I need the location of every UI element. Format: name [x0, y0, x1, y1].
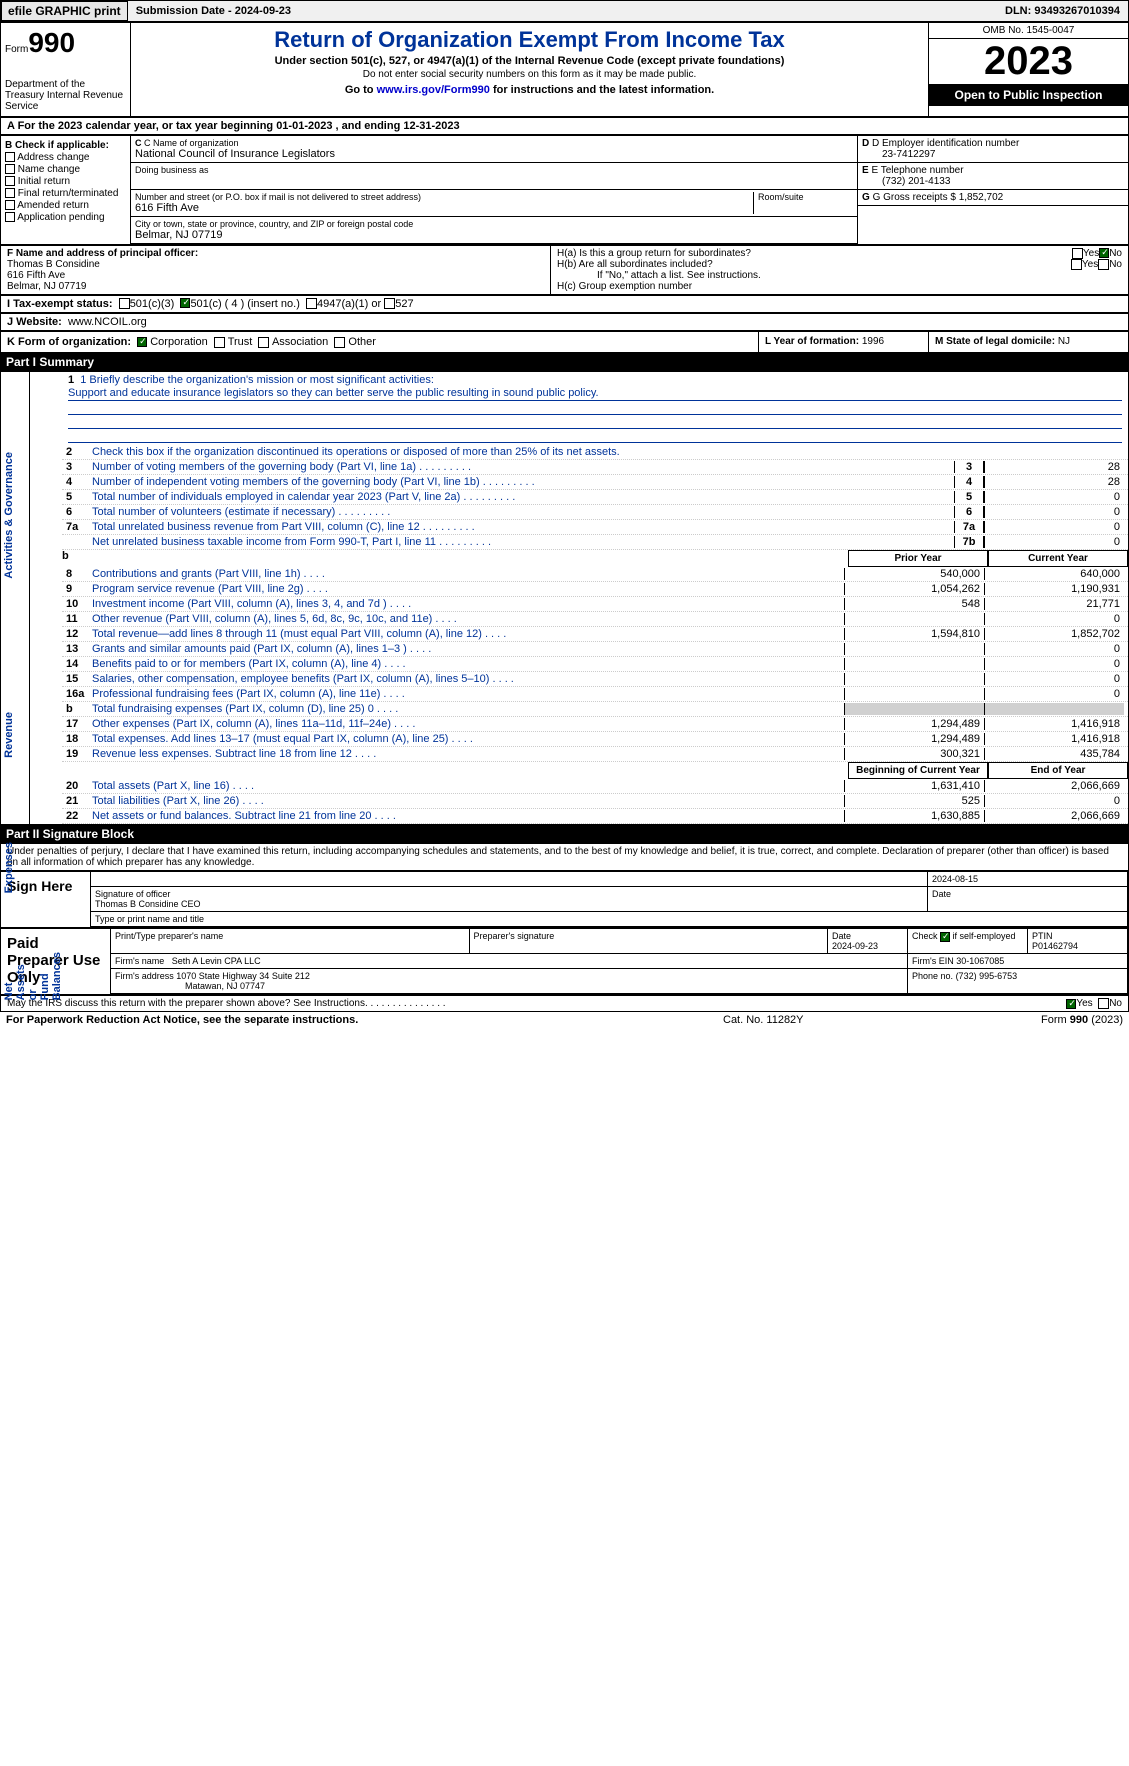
dln: DLN: 93493267010394: [997, 5, 1128, 17]
topbar: efile GRAPHIC print Submission Date - 20…: [0, 0, 1129, 22]
firm-phone: (732) 995-6753: [956, 971, 1018, 981]
preparer-block: Paid Preparer Use Only Print/Type prepar…: [0, 928, 1129, 995]
declaration: Under penalties of perjury, I declare th…: [0, 843, 1129, 871]
part-i-header: Part I Summary: [0, 353, 1129, 371]
officer-name: Thomas B Considine: [7, 259, 544, 270]
street-address: 616 Fifth Ave: [135, 202, 753, 214]
name-label: C C Name of organization: [135, 138, 853, 148]
submission-date: Submission Date - 2024-09-23: [128, 5, 299, 17]
summary-line: 20Total assets (Part X, line 16) . . . .…: [62, 779, 1128, 794]
summary-line: 5Total number of individuals employed in…: [62, 490, 1128, 505]
officer-signature: Thomas B Considine CEO: [95, 899, 201, 909]
ein: 23-7412297: [862, 149, 1124, 160]
form-number: 990: [28, 27, 75, 58]
dba-label: Doing business as: [135, 165, 853, 175]
checkbox-line: Application pending: [5, 212, 126, 223]
checkbox-line: Amended return: [5, 200, 126, 211]
city-state-zip: Belmar, NJ 07719: [135, 229, 853, 241]
summary-line: 18Total expenses. Add lines 13–17 (must …: [62, 732, 1128, 747]
gross-receipts: 1,852,702: [959, 192, 1004, 203]
header: Form990 Department of the Treasury Inter…: [0, 22, 1129, 117]
summary-line: 12Total revenue—add lines 8 through 11 (…: [62, 627, 1128, 642]
period-row: A For the 2023 calendar year, or tax yea…: [0, 117, 1129, 135]
org-form-row: K Form of organization: Corporation Trus…: [0, 331, 1129, 353]
checkbox-line: Final return/terminated: [5, 188, 126, 199]
summary-line: 8Contributions and grants (Part VIII, li…: [62, 567, 1128, 582]
summary-line: 10Investment income (Part VIII, column (…: [62, 597, 1128, 612]
officer-row: F Name and address of principal officer:…: [0, 245, 1129, 295]
year-formed: 1996: [862, 336, 884, 347]
goto-line: Go to www.irs.gov/Form990 for instructio…: [135, 84, 924, 96]
form-subtitle: Under section 501(c), 527, or 4947(a)(1)…: [135, 55, 924, 67]
org-name: National Council of Insurance Legislator…: [135, 148, 853, 160]
tax-year: 2023: [929, 39, 1128, 84]
firm-name: Seth A Levin CPA LLC: [172, 956, 261, 966]
irs-link[interactable]: www.irs.gov/Form990: [377, 84, 490, 96]
discuss-row: May the IRS discuss this return with the…: [0, 995, 1129, 1012]
checkbox-line: Initial return: [5, 176, 126, 187]
summary-line: bTotal fundraising expenses (Part IX, co…: [62, 702, 1128, 717]
footer: For Paperwork Reduction Act Notice, see …: [0, 1012, 1129, 1028]
domicile-state: NJ: [1058, 336, 1070, 347]
summary-line: 11Other revenue (Part VIII, column (A), …: [62, 612, 1128, 627]
summary-line: 14Benefits paid to or for members (Part …: [62, 657, 1128, 672]
vtab-expenses: Expenses: [3, 842, 15, 893]
department: Department of the Treasury Internal Reve…: [5, 79, 126, 112]
telephone: (732) 201-4133: [862, 176, 1124, 187]
website-row: J Website: www.NCOIL.org: [0, 313, 1129, 331]
sign-block: Sign Here 2024-08-15 Signature of office…: [0, 871, 1129, 928]
ssn-notice: Do not enter social security numbers on …: [135, 69, 924, 80]
ptin: P01462794: [1032, 941, 1078, 951]
entity-block: B Check if applicable: Address change Na…: [0, 135, 1129, 245]
open-inspection: Open to Public Inspection: [929, 84, 1128, 106]
summary-line: 22Net assets or fund balances. Subtract …: [62, 809, 1128, 824]
summary-line: 16aProfessional fundraising fees (Part I…: [62, 687, 1128, 702]
tax-status-row: I Tax-exempt status: 501(c)(3) 501(c) ( …: [0, 295, 1129, 313]
summary-line: Net unrelated business taxable income fr…: [62, 535, 1128, 550]
vtab-netassets: Net Assets orFund Balances: [3, 952, 63, 1000]
summary-line: 15Salaries, other compensation, employee…: [62, 672, 1128, 687]
summary-block: Activities & Governance Revenue Expenses…: [0, 371, 1129, 825]
form-label: Form: [5, 44, 28, 55]
omb: OMB No. 1545-0047: [929, 23, 1128, 39]
summary-line: 21Total liabilities (Part X, line 26) . …: [62, 794, 1128, 809]
summary-line: 17Other expenses (Part IX, column (A), l…: [62, 717, 1128, 732]
vtab-governance: Activities & Governance: [3, 452, 15, 579]
summary-line: 6Total number of volunteers (estimate if…: [62, 505, 1128, 520]
checkbox-line: Address change: [5, 152, 126, 163]
efile-button[interactable]: efile GRAPHIC print: [1, 1, 128, 21]
website: www.NCOIL.org: [68, 316, 147, 328]
part-ii-header: Part II Signature Block: [0, 825, 1129, 843]
mission-text: Support and educate insurance legislator…: [68, 386, 1122, 401]
vtab-revenue: Revenue: [3, 712, 15, 758]
summary-line: 13Grants and similar amounts paid (Part …: [62, 642, 1128, 657]
form-title: Return of Organization Exempt From Incom…: [135, 27, 924, 53]
checkbox-line: Name change: [5, 164, 126, 175]
summary-line: 7aTotal unrelated business revenue from …: [62, 520, 1128, 535]
box-b: B Check if applicable: Address change Na…: [1, 136, 131, 244]
firm-ein: 30-1067085: [956, 956, 1004, 966]
summary-line: 9Program service revenue (Part VIII, lin…: [62, 582, 1128, 597]
summary-line: 19Revenue less expenses. Subtract line 1…: [62, 747, 1128, 762]
summary-line: 4Number of independent voting members of…: [62, 475, 1128, 490]
summary-line: 3Number of voting members of the governi…: [62, 460, 1128, 475]
